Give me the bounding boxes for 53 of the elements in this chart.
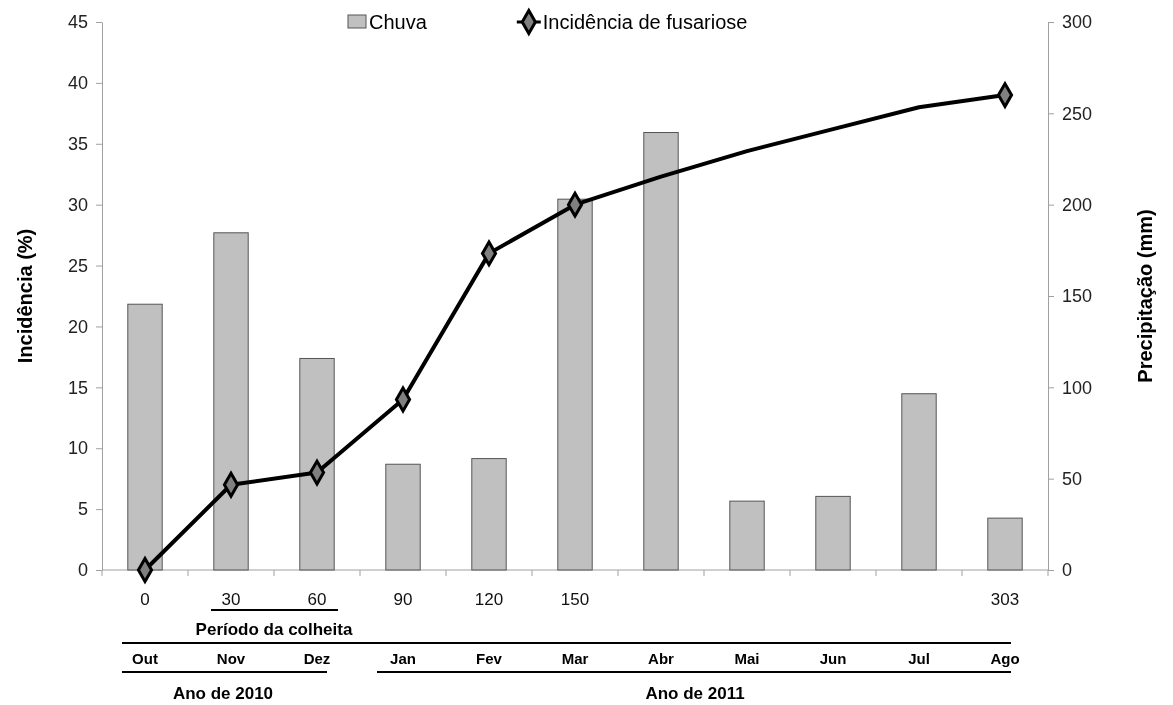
y-tick-label: 15 (67, 377, 88, 398)
x-tick-label: 303 (990, 590, 1020, 609)
text: Jul (908, 650, 930, 667)
text: Ago (990, 650, 1020, 667)
y2-axis-title: Precipitação (mm) (1134, 209, 1156, 383)
y-tick-label: 5 (77, 499, 88, 520)
bar (127, 303, 163, 571)
y2-tick-label: 200 (1062, 194, 1093, 215)
x-tick-label: 60 (307, 590, 327, 609)
x-tick-label: 120 (474, 590, 504, 609)
text: Dez (303, 650, 331, 667)
text: Período da colheita (195, 620, 353, 639)
legend-label: Chuva (369, 11, 428, 33)
bar (815, 495, 851, 571)
text: Nov (216, 650, 246, 667)
bar (385, 463, 421, 571)
y-tick-label: 20 (67, 316, 88, 337)
bar (729, 500, 765, 571)
text: Ano de 2011 (645, 684, 745, 703)
y2-tick-label: 100 (1062, 377, 1093, 398)
bar (987, 517, 1023, 571)
x-tick-label: 30 (221, 590, 241, 609)
y2-tick-label: 300 (1062, 12, 1093, 33)
y-tick-label: 10 (67, 438, 88, 459)
bar (213, 232, 249, 571)
x-tick-label: 90 (393, 590, 413, 609)
text: Out (132, 650, 158, 667)
y-tick-label: 35 (67, 134, 88, 155)
legend-label: Incidência de fusariose (542, 11, 748, 33)
y-tick-label: 45 (67, 12, 88, 33)
text: Jan (390, 650, 416, 667)
y2-tick-label: 150 (1062, 286, 1093, 307)
text: Ano de 2010 (172, 684, 274, 703)
text: Fev (476, 650, 503, 667)
bar (299, 357, 335, 571)
bar (471, 458, 507, 571)
y-tick-label: 25 (67, 255, 88, 276)
bar (557, 198, 593, 571)
y-tick-label: 0 (77, 560, 88, 581)
text: Jun (819, 650, 847, 667)
text: Mar (561, 650, 589, 667)
x-tick-label: 150 (560, 590, 590, 609)
bar (901, 393, 937, 571)
y2-tick-label: 250 (1062, 103, 1093, 124)
y2-tick-label: 0 (1062, 560, 1073, 581)
text: Abr (648, 650, 675, 667)
x-tick-label: 0 (140, 590, 150, 609)
text: Mai (734, 650, 760, 667)
bar (643, 132, 679, 571)
y2-tick-label: 50 (1062, 468, 1083, 489)
y-axis-title: Incidência (%) (14, 228, 36, 364)
y-tick-label: 40 (67, 73, 88, 94)
y-tick-label: 30 (67, 194, 88, 215)
